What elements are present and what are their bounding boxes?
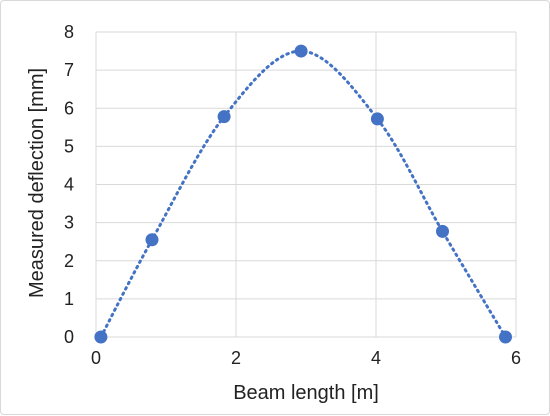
y-tick-label: 5 [64,136,74,156]
x-tick-label: 2 [231,348,241,368]
data-point [499,330,512,344]
x-tick-label: 4 [371,348,381,368]
y-axis-title: Measured deflection [mm] [26,68,48,298]
data-point [294,44,308,58]
x-tick-label: 6 [511,348,521,368]
trend-line [99,49,507,339]
y-tick-label: 4 [64,175,74,195]
tick-label-layer: 0 1 2 3 4 5 6 7 8 0 2 4 6 [64,22,521,368]
y-tick-label: 6 [64,98,74,118]
data-point [217,110,231,124]
x-tick-label: 0 [91,348,101,368]
y-tick-label: 0 [64,327,74,347]
y-tick-label: 8 [64,22,74,42]
y-tick-label: 1 [64,289,74,309]
data-point [94,330,108,344]
data-point-layer [94,44,512,344]
data-point [436,224,449,238]
trend-layer [99,49,507,339]
grid-layer [95,31,517,338]
x-axis-title: Beam length [m] [233,382,379,404]
y-tick-label: 3 [64,213,74,233]
y-tick-label: 7 [64,60,74,80]
data-point [145,233,159,247]
y-tick-label: 2 [64,251,74,271]
data-point [370,112,384,126]
